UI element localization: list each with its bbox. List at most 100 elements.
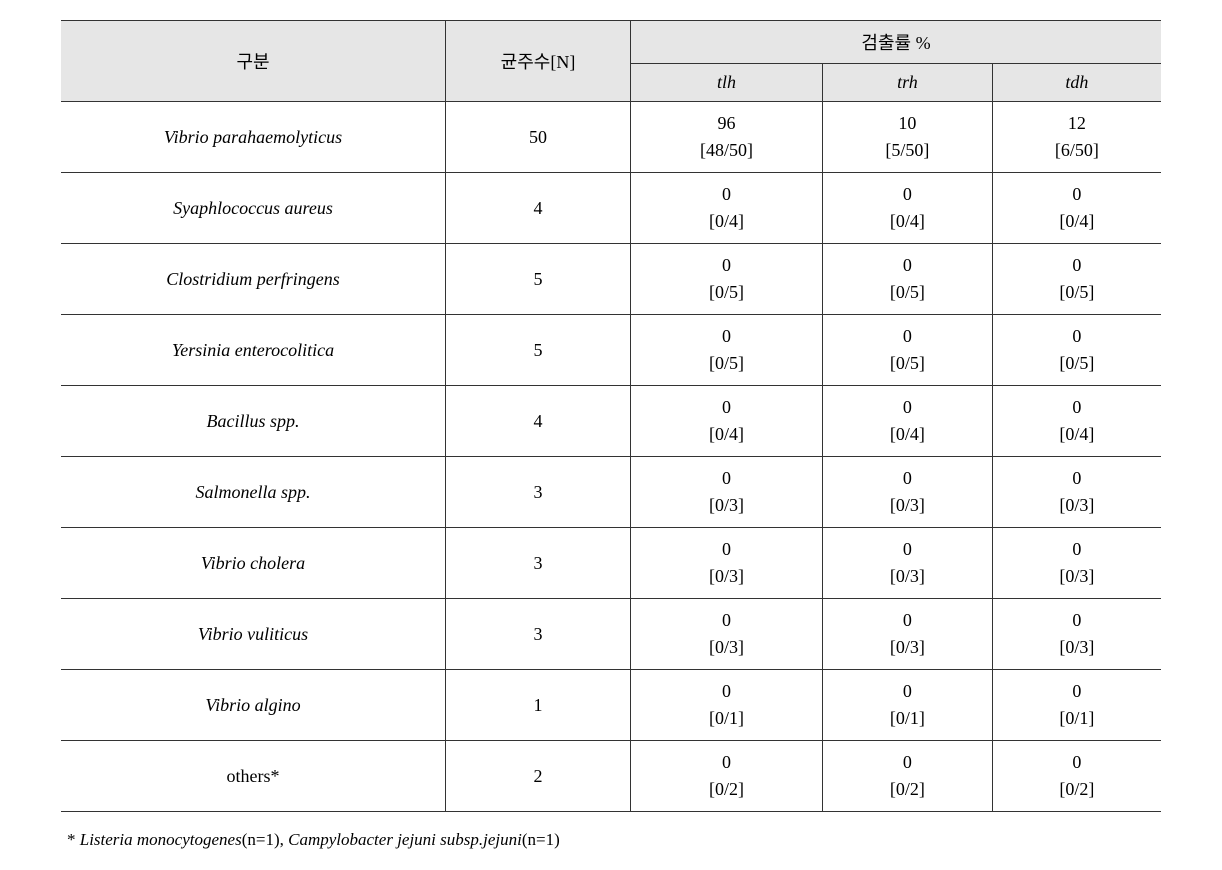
cell-tdh: 0[0/2] [992, 741, 1161, 812]
cell-species: others* [61, 741, 446, 812]
cell-tdh-value: 0 [1005, 749, 1149, 776]
cell-trh: 0[0/5] [823, 244, 993, 315]
cell-tlh-fraction: [48/50] [643, 137, 810, 164]
cell-tlh: 0[0/5] [631, 244, 823, 315]
cell-tlh-value: 0 [643, 252, 810, 279]
cell-tdh-fraction: [0/2] [1005, 776, 1149, 803]
cell-tlh: 0[0/1] [631, 670, 823, 741]
header-trh: trh [823, 64, 993, 102]
cell-tdh-value: 0 [1005, 252, 1149, 279]
cell-strain-count: 3 [446, 528, 631, 599]
cell-trh: 0[0/4] [823, 173, 993, 244]
table-footnote: * Listeria monocytogenes(n=1), Campyloba… [67, 830, 1161, 850]
cell-trh-value: 0 [835, 536, 980, 563]
cell-tlh: 0[0/4] [631, 386, 823, 457]
cell-species: Vibrio vuliticus [61, 599, 446, 670]
cell-tlh: 0[0/3] [631, 528, 823, 599]
footnote-prefix: * [67, 830, 80, 849]
cell-tdh-value: 0 [1005, 323, 1149, 350]
header-category: 구분 [61, 21, 446, 102]
cell-trh: 0[0/3] [823, 599, 993, 670]
cell-species: Vibrio algino [61, 670, 446, 741]
cell-trh: 0[0/2] [823, 741, 993, 812]
cell-tlh-value: 0 [643, 323, 810, 350]
cell-trh-value: 10 [835, 110, 980, 137]
cell-tlh-value: 0 [643, 678, 810, 705]
header-tdh: tdh [992, 64, 1161, 102]
footnote-part1-ital: Listeria monocytogenes [80, 830, 242, 849]
table-row: Vibrio vuliticus30[0/3]0[0/3]0[0/3] [61, 599, 1161, 670]
cell-tdh-value: 0 [1005, 394, 1149, 421]
table-row: Syaphlococcus aureus40[0/4]0[0/4]0[0/4] [61, 173, 1161, 244]
cell-tlh-fraction: [0/1] [643, 705, 810, 732]
cell-tdh-fraction: [6/50] [1005, 137, 1149, 164]
table-head: 구분 균주수[N] 검출률 % tlh trh tdh [61, 21, 1161, 102]
table-body: Vibrio parahaemolyticus5096[48/50]10[5/5… [61, 102, 1161, 812]
cell-species: Vibrio cholera [61, 528, 446, 599]
header-detection-rate: 검출률 % [631, 21, 1162, 64]
cell-tlh-fraction: [0/4] [643, 421, 810, 448]
cell-strain-count: 2 [446, 741, 631, 812]
cell-species: Syaphlococcus aureus [61, 173, 446, 244]
cell-tdh: 0[0/5] [992, 315, 1161, 386]
cell-tdh-fraction: [0/1] [1005, 705, 1149, 732]
table-row: Salmonella spp.30[0/3]0[0/3]0[0/3] [61, 457, 1161, 528]
table-row: Yersinia enterocolitica50[0/5]0[0/5]0[0/… [61, 315, 1161, 386]
cell-tlh: 0[0/5] [631, 315, 823, 386]
cell-trh-value: 0 [835, 607, 980, 634]
cell-tlh-value: 0 [643, 181, 810, 208]
cell-tlh: 0[0/4] [631, 173, 823, 244]
cell-tdh-fraction: [0/4] [1005, 208, 1149, 235]
cell-tdh: 12[6/50] [992, 102, 1161, 173]
cell-trh-fraction: [0/1] [835, 705, 980, 732]
cell-trh: 0[0/3] [823, 457, 993, 528]
cell-tdh: 0[0/3] [992, 457, 1161, 528]
cell-trh-fraction: [0/5] [835, 279, 980, 306]
cell-strain-count: 1 [446, 670, 631, 741]
cell-tlh-value: 0 [643, 465, 810, 492]
cell-tdh-fraction: [0/4] [1005, 421, 1149, 448]
cell-strain-count: 5 [446, 244, 631, 315]
cell-trh: 0[0/4] [823, 386, 993, 457]
cell-trh: 0[0/5] [823, 315, 993, 386]
cell-trh-value: 0 [835, 181, 980, 208]
cell-tdh: 0[0/4] [992, 386, 1161, 457]
table-row: Vibrio parahaemolyticus5096[48/50]10[5/5… [61, 102, 1161, 173]
cell-species: Clostridium perfringens [61, 244, 446, 315]
cell-tdh-fraction: [0/5] [1005, 279, 1149, 306]
footnote-part1-plain: (n=1), [242, 830, 288, 849]
cell-tdh-value: 0 [1005, 465, 1149, 492]
footnote-part2-plain: (n=1) [522, 830, 560, 849]
cell-tlh-fraction: [0/3] [643, 634, 810, 661]
cell-tlh-value: 0 [643, 394, 810, 421]
cell-strain-count: 4 [446, 386, 631, 457]
cell-species: Yersinia enterocolitica [61, 315, 446, 386]
cell-tlh: 96[48/50] [631, 102, 823, 173]
header-tlh: tlh [631, 64, 823, 102]
cell-tdh-fraction: [0/3] [1005, 634, 1149, 661]
cell-tlh-fraction: [0/3] [643, 563, 810, 590]
cell-tlh-fraction: [0/3] [643, 492, 810, 519]
cell-species: Vibrio parahaemolyticus [61, 102, 446, 173]
cell-trh-fraction: [5/50] [835, 137, 980, 164]
cell-tdh: 0[0/3] [992, 599, 1161, 670]
cell-trh-value: 0 [835, 394, 980, 421]
cell-trh-value: 0 [835, 749, 980, 776]
cell-tlh: 0[0/3] [631, 599, 823, 670]
table-row: others*20[0/2]0[0/2]0[0/2] [61, 741, 1161, 812]
cell-trh: 10[5/50] [823, 102, 993, 173]
table-row: Vibrio algino10[0/1]0[0/1]0[0/1] [61, 670, 1161, 741]
cell-tlh: 0[0/3] [631, 457, 823, 528]
cell-tdh: 0[0/1] [992, 670, 1161, 741]
cell-tdh-value: 12 [1005, 110, 1149, 137]
cell-tlh-value: 0 [643, 607, 810, 634]
cell-tdh-value: 0 [1005, 607, 1149, 634]
cell-trh: 0[0/3] [823, 528, 993, 599]
cell-tlh-fraction: [0/5] [643, 279, 810, 306]
cell-trh-fraction: [0/5] [835, 350, 980, 377]
data-table-container: 구분 균주수[N] 검출률 % tlh trh tdh Vibrio parah… [61, 20, 1161, 850]
header-strain-count: 균주수[N] [446, 21, 631, 102]
cell-tdh-value: 0 [1005, 678, 1149, 705]
table-row: Clostridium perfringens50[0/5]0[0/5]0[0/… [61, 244, 1161, 315]
cell-trh-value: 0 [835, 323, 980, 350]
